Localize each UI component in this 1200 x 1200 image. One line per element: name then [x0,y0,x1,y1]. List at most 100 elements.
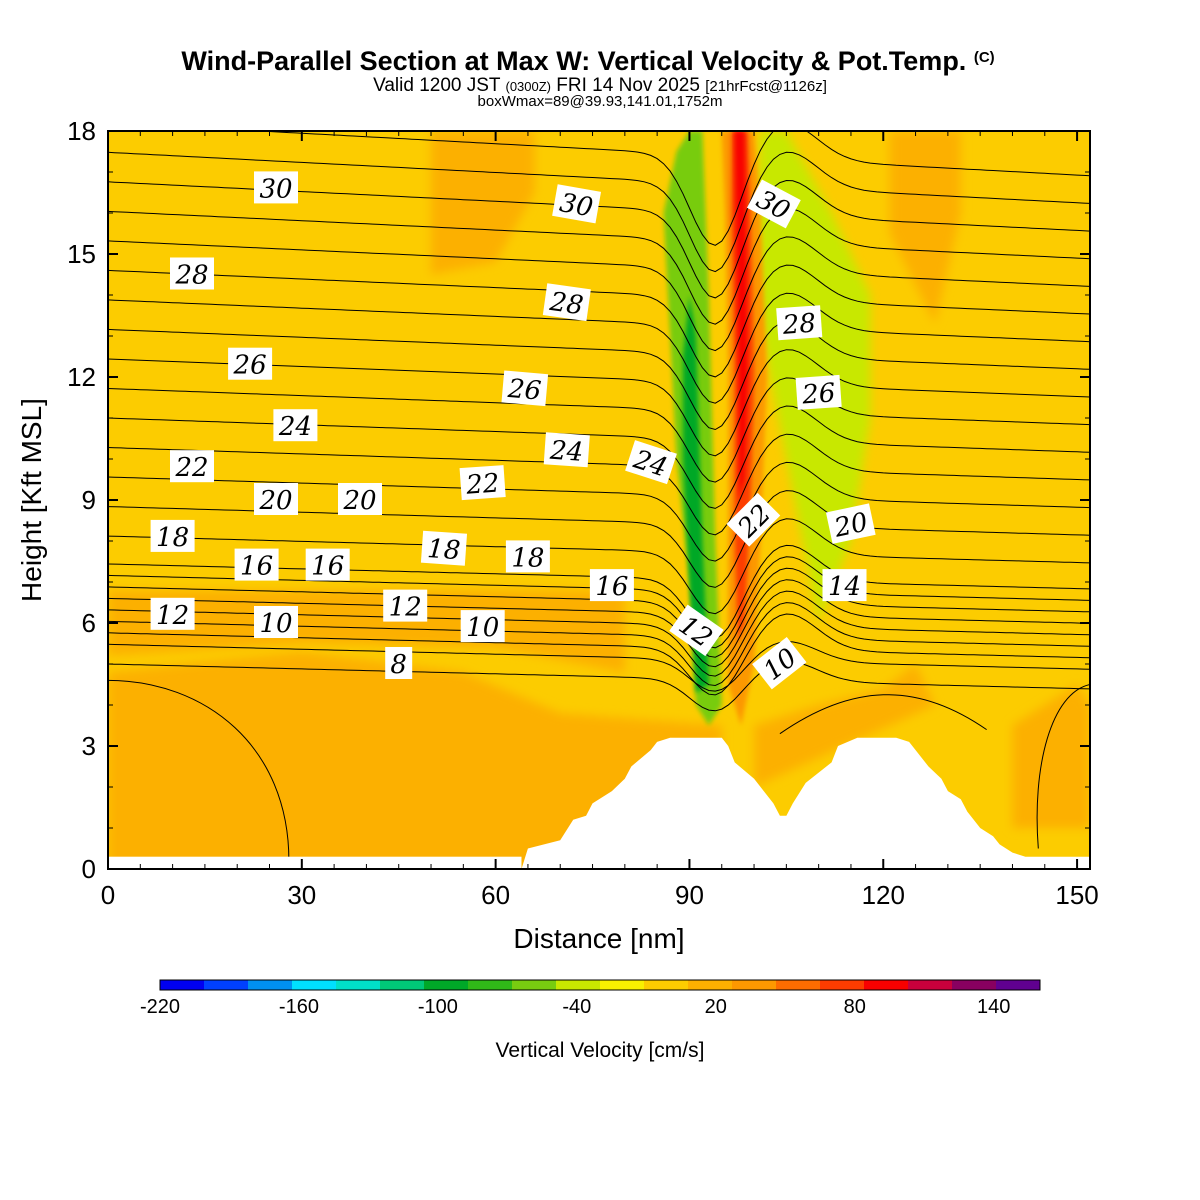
contour-label-box [589,569,634,602]
contour-label-box [170,257,214,290]
contour-label-text: 28 [174,261,208,291]
x-tick-label: 60 [481,880,510,910]
colorbar-tick-label: 80 [844,996,866,1018]
contour-label-text: 10 [259,609,292,639]
contour-label: 30 [254,171,298,204]
contour-label: 12 [383,589,428,623]
theta-contour-lee [779,694,987,735]
terrain-base-strip [108,856,522,869]
contour-label-box [776,305,823,341]
contour-label-text: 18 [511,543,544,573]
contour-label-box [625,440,677,485]
x-tick-label: 90 [675,880,704,910]
theta-contour-27 [108,236,1090,352]
contour-label-text: 26 [800,378,836,410]
colorbar-swatch [556,980,601,990]
theta-contour-21 [108,405,1090,509]
contour-label: 28 [170,257,214,291]
contour-label: 18 [150,519,195,553]
contour-label-text: 28 [781,309,817,341]
chart-title: Wind-Parallel Section at Max W: Vertical… [181,46,994,76]
contour-label: 30 [552,184,602,223]
contour-label-box [825,503,876,544]
colorbar-title: Vertical Velocity [cm/s] [496,1039,705,1062]
terrain-mask [108,737,1090,869]
contour-label: 10 [254,606,298,639]
contour-label: 14 [822,569,867,602]
colorbar-swatch [204,980,249,990]
theta-contour-17 [108,518,1090,615]
colorbar-swatch [688,980,733,990]
title-mark: (C) [974,49,995,66]
contour-label-box [150,519,195,552]
y-tick-label: 18 [67,116,96,146]
theta-contour-20 [108,433,1090,536]
colorbar-swatch [292,980,337,990]
contour-label-text: 16 [595,572,628,602]
theta-contour-22 [108,377,1090,483]
contour-label-text: 16 [240,552,273,582]
colorbar-swatch [380,980,425,990]
colorbar-swatch [600,980,645,990]
contour-label-box [385,647,413,679]
shade-upper-right-plume [889,131,961,324]
shade-upper-left [108,131,658,500]
contour-label-text: 18 [426,534,461,566]
chart-subtitle: Valid 1200 JST (0300Z) FRI 14 Nov 2025 [… [373,75,827,96]
contour-label-box [228,347,273,380]
contour-label: 8 [385,647,413,680]
axes: 0 30 60 90 120 150 0 3 6 9 12 15 18 [67,116,1099,910]
colorbar-swatch [776,980,821,990]
contour-label-box [150,597,195,630]
contour-label-box [305,548,350,581]
colorbar-swatch [996,980,1041,990]
colorbar-swatch [468,980,513,990]
contour-label-box [752,637,807,690]
contour-label-box [338,483,382,515]
contour-label-text: 22 [174,453,208,483]
contour-label-text: 12 [389,593,422,623]
velocity-shading [108,131,1090,869]
contour-label: 26 [795,374,842,411]
shade-downdraft-core [683,295,709,693]
contour-label-text: 14 [828,572,861,602]
contour-label: 24 [543,432,590,468]
shade-upper-plume [431,131,535,275]
colorbar-swatch [424,980,469,990]
colorbar: -220 -160 -100 -40 20 80 140 [140,979,1041,1018]
colorbar-frame [159,979,1041,991]
theta-contour-24 [108,320,1090,431]
contour-label-text: 24 [548,436,584,468]
contour-label: 28 [542,283,591,321]
contour-label-text: 20 [831,507,871,543]
colorbar-swatch [644,980,689,990]
colorbar-tick-label: -220 [140,996,180,1018]
colorbar-swatch [864,980,909,990]
theta-contour-8 [108,660,1090,712]
terrain [108,737,1090,869]
contour-label-text: 28 [547,287,585,321]
contour-label: 18 [505,540,550,573]
shade-lower-left [108,651,722,869]
contour-label: 20 [254,483,298,516]
contour-label-text: 30 [557,188,595,223]
contour-label: 22 [459,465,506,501]
theta-contour-28 [108,208,1090,325]
colorbar-swatch [908,980,953,990]
contour-label: 24 [273,409,318,442]
contour-label: 26 [228,347,273,381]
contour-label: 10 [460,610,505,643]
contour-label-box [459,465,506,501]
contour-label: 22 [170,450,214,483]
contour-label-box [726,492,781,547]
contour-label: 26 [501,370,549,407]
theta-contour-low-left [108,679,290,861]
contour-label-box [170,450,214,483]
contour-label: 28 [776,305,823,341]
colorbar-tick-label: -100 [418,996,458,1018]
contour-label-box [501,370,549,407]
contour-label: 18 [420,530,468,566]
theta-contour-25 [108,292,1090,404]
y-axis-title: Height [Kft MSL] [16,398,47,602]
theta-contour-30 [108,151,1090,273]
